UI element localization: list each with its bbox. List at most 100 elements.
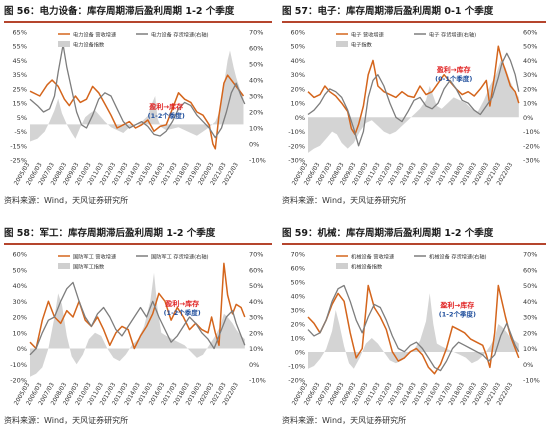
legend-label: 电子 存货增速(右轴) [429, 30, 476, 38]
series-line-revenue [307, 284, 520, 375]
legend-swatch [58, 263, 70, 269]
legend-label: 国防军工 存货增速(右轴) [151, 252, 209, 260]
legend: 机械设备 营收增速 机械设备 存货增速(右轴) 机械设备指数 [336, 252, 487, 270]
series-line-inventory [29, 44, 246, 139]
y-tick-left: 45% [13, 57, 27, 65]
y-tick-left: -10% [288, 363, 305, 371]
chart-plot: 70% 60% 50% 40% 30% 20% 10% 0% -10% -20% 70% 60% 50%… [288, 251, 540, 407]
annotation-text: 盈利→库存 [439, 301, 474, 310]
y-tick-right: 50% [523, 282, 537, 290]
annotation-text: 盈利→库存 [436, 65, 471, 74]
chart-source: 资料来源：Wind，天风证券研究所 [282, 416, 407, 425]
y-tick-left: 0% [295, 114, 305, 122]
y-tick-right: 30% [249, 314, 263, 322]
series-line-revenue [29, 262, 246, 350]
legend-label: 国防军工 营收增速 [73, 252, 116, 260]
legend-label: 机械设备 存货增速(右轴) [429, 252, 487, 260]
y-tick-right: -10% [523, 377, 540, 385]
y-tick-left: -20% [288, 377, 305, 385]
title-divider [282, 243, 546, 245]
y-tick-left: 30% [291, 71, 305, 79]
y-tick-left: 20% [291, 85, 305, 93]
title-divider [4, 243, 272, 245]
y-tick-left: 20% [13, 314, 27, 322]
y-tick-right: 30% [523, 71, 537, 79]
y-tick-left: 50% [13, 266, 27, 274]
legend-label: 电力设备 存货增速(右轴) [151, 30, 209, 38]
legend-label: 电力设备 营收增速 [73, 30, 116, 38]
y-tick-right: 50% [249, 282, 263, 290]
y-tick-left: -20% [288, 142, 305, 150]
y-tick-left: 50% [291, 43, 305, 51]
y-tick-right: 70% [249, 251, 263, 259]
chart-source: 资料来源：Wind，天风证券研究所 [282, 196, 407, 205]
chart-title: 图 57：电子：库存周期滞后盈利周期 0-1 个季度 [282, 6, 494, 17]
y-tick-right: -30% [523, 157, 540, 165]
y-tick-left: 10% [13, 329, 27, 337]
y-tick-right: 0% [249, 361, 259, 369]
legend-label: 机械设备 营收增速 [351, 252, 394, 260]
annotation-subtext: (1-2个季度) [439, 310, 476, 319]
y-tick-right: 40% [249, 298, 263, 306]
y-tick-right: -10% [249, 157, 266, 165]
y-tick-right: -20% [523, 142, 540, 150]
annotation-subtext: (0-1个季度) [435, 74, 472, 83]
annotation-text: 盈利→库存 [148, 102, 183, 111]
y-tick-left: -15% [10, 142, 27, 150]
y-tick-right: 30% [523, 314, 537, 322]
legend: 电力设备 营收增速 电力设备 存货增速(右轴) 电力设备指数 [58, 30, 209, 48]
y-tick-right: 10% [249, 345, 263, 353]
y-tick-right: 20% [249, 329, 263, 337]
y-tick-left: 20% [291, 321, 305, 329]
y-tick-right: 40% [523, 298, 537, 306]
series-line-inventory [307, 284, 520, 372]
y-tick-left: 0% [17, 345, 27, 353]
y-tick-right: 70% [523, 251, 537, 259]
chart-title: 图 56：电力设备：库存周期滞后盈利周期 1-2 个季度 [4, 6, 235, 17]
y-tick-left: -10% [10, 361, 27, 369]
series-line-inventory [307, 52, 520, 147]
y-tick-left: 30% [291, 307, 305, 315]
y-tick-right: 10% [523, 100, 537, 108]
y-tick-left: 70% [291, 251, 305, 259]
chart-source: 资料来源：Wind，天风证券研究所 [4, 416, 129, 425]
annotation-subtext: (1-2个季度) [164, 308, 201, 317]
chart-panel-power-equipment: 图 56：电力设备：库存周期滞后盈利周期 1-2 个季度 65% 55% 45% 35… [4, 2, 272, 210]
y-tick-left: 25% [13, 85, 27, 93]
title-divider [282, 21, 546, 23]
y-tick-left: 40% [291, 57, 305, 65]
annotation-text: 盈利→库存 [164, 299, 199, 308]
chart-source: 资料来源：Wind，天风证券研究所 [4, 196, 129, 205]
y-tick-left: 55% [13, 43, 27, 51]
y-tick-right: 20% [523, 329, 537, 337]
series-area-index [308, 60, 519, 153]
chart-plot: 65% 55% 45% 35% 25% 15% 5% -5% -15% -25% 70% 60% 50%… [10, 29, 266, 187]
legend-label: 电子 营收增速 [351, 30, 384, 38]
chart-panel-electronics: 图 57：电子：库存周期滞后盈利周期 0-1 个季度 60% 50% 40% 30% 2… [282, 2, 546, 210]
y-tick-left: 60% [291, 265, 305, 273]
y-tick-right: 40% [523, 57, 537, 65]
series-area-index [30, 272, 245, 377]
legend-label: 机械设备指数 [351, 262, 383, 270]
legend: 电子 营收增速 电子 存货增速(右轴) 电子指数 [336, 30, 476, 48]
chart-panel-machinery: 图 59：机械：库存周期滞后盈利周期 1-2 个季度 70% 60% 50% 40% 3… [282, 224, 546, 429]
chart-plot: 60% 50% 40% 30% 20% 10% 0% -10% -20% -30% 60% 50% 40… [288, 29, 540, 187]
y-tick-right: 20% [249, 109, 263, 117]
y-tick-left: -10% [288, 128, 305, 136]
y-tick-right: -10% [523, 128, 540, 136]
y-tick-right: 70% [249, 29, 263, 37]
y-tick-left: -5% [14, 128, 27, 136]
legend-label: 电子指数 [351, 40, 373, 48]
series-line-inventory [29, 281, 246, 356]
y-tick-right: 60% [249, 266, 263, 274]
y-tick-left: 65% [13, 29, 27, 37]
y-tick-left: 40% [13, 282, 27, 290]
y-tick-right: 10% [249, 125, 263, 133]
annotation-subtext: (1-2个季度) [148, 111, 185, 120]
legend: 国防军工 营收增速 国防军工 存货增速(右轴) 国防军工指数 [58, 252, 209, 270]
y-tick-left: -30% [288, 157, 305, 165]
series-line-revenue [29, 74, 245, 150]
y-tick-right: 60% [523, 266, 537, 274]
legend-label: 电力设备指数 [73, 40, 105, 48]
y-tick-right: -10% [249, 377, 266, 385]
